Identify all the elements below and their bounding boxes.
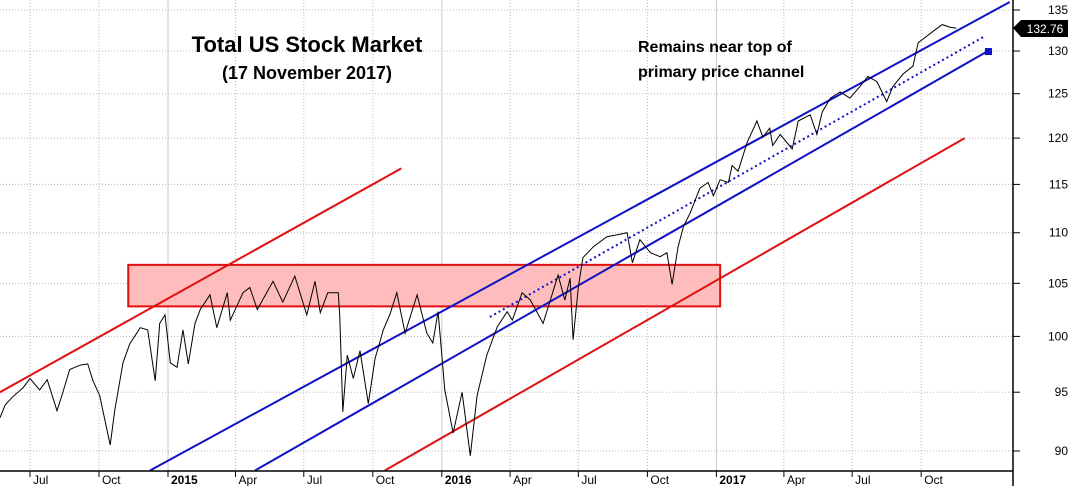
y-tick-label: 110: [1049, 226, 1068, 240]
x-tick-label: Oct: [102, 473, 121, 486]
x-tick-label: Apr: [787, 473, 806, 486]
y-tick-label: 100: [1048, 329, 1068, 343]
annotation-line-1: Remains near top of: [638, 39, 792, 56]
y-tick-label: 90: [1055, 444, 1069, 458]
last-price-label: 132.76: [1013, 20, 1068, 37]
y-tick-label: 125: [1048, 87, 1068, 101]
y-tick-label: 135: [1048, 3, 1068, 17]
trendlines: [0, 1, 1011, 471]
resistance-zone-box: [127, 263, 722, 308]
y-tick-label: 115: [1049, 177, 1068, 191]
x-tick-label: Oct: [376, 473, 395, 486]
x-tick-label: Jul: [855, 473, 870, 486]
y-tick-label: 95: [1055, 385, 1069, 399]
x-tick-label: Jul: [581, 473, 596, 486]
x-tick-label: Oct: [650, 473, 669, 486]
x-tick-label: 2015: [171, 473, 198, 486]
trendline-end-marker: [984, 48, 992, 56]
x-tick-label: 2017: [719, 473, 746, 486]
last-price-tag: [1013, 20, 1068, 37]
x-tick-label: Apr: [239, 473, 258, 486]
x-tick-label: Jul: [307, 473, 322, 486]
chart-title: Total US Stock Market: [191, 32, 423, 57]
x-tick-label: Oct: [924, 473, 943, 486]
y-tick-label: 120: [1048, 131, 1068, 145]
last-price-text: 132.76: [1027, 22, 1064, 36]
price-series-line: [0, 24, 957, 456]
support-zones: [127, 263, 722, 308]
trendline-primary-channel-lower: [254, 50, 989, 471]
x-tick-label: 2016: [445, 473, 472, 486]
trendline-outer-channel-lower: [384, 137, 966, 471]
x-tick-label: Jul: [33, 473, 48, 486]
annotation-line-2: primary price channel: [638, 64, 805, 81]
chart-subtitle: (17 November 2017): [221, 63, 393, 83]
y-tick-label: 105: [1048, 276, 1068, 290]
chart-annotation: Remains near top of primary price channe…: [638, 35, 804, 85]
y-tick-label: 130: [1048, 44, 1068, 58]
x-tick-label: Apr: [513, 473, 532, 486]
price-series: [0, 24, 957, 456]
trendline-primary-channel-upper: [149, 1, 1011, 471]
trendline-outer-channel-upper: [0, 167, 402, 394]
